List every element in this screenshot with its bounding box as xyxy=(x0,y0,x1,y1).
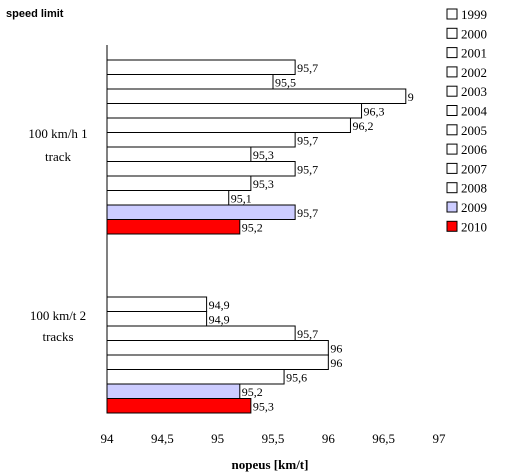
data-label-2-2002: 94,9 xyxy=(209,313,230,327)
data-label-1-2002: 96,3 xyxy=(364,105,385,119)
legend-swatch-2009 xyxy=(446,201,458,213)
legend-label-2003: 2003 xyxy=(461,84,487,99)
legend-swatch-1999 xyxy=(446,8,458,20)
bar-1-2001 xyxy=(106,88,407,104)
x-tick-96,5: 96,5 xyxy=(372,431,395,446)
data-label-1-2001: 9 xyxy=(408,90,414,104)
x-tick-94: 94 xyxy=(101,431,115,446)
bar-2-2004 xyxy=(106,340,329,356)
group-label-2-line-2: tracks xyxy=(42,329,73,344)
bar-1-1999 xyxy=(106,59,296,75)
data-label-2-2006: 95,6 xyxy=(286,371,307,385)
bar-2-2009 xyxy=(106,383,241,399)
legend-swatch-2001 xyxy=(446,47,458,59)
legend: 1999 2000 2001 2002 2003 2004 2005 2006 2007 2008… xyxy=(446,7,488,234)
group-label-2-line-1: 100 km/t 2 xyxy=(30,308,86,323)
group-label-1-line-2: track xyxy=(45,149,71,164)
data-label-1-2004: 95,7 xyxy=(297,134,318,148)
x-tick-96: 96 xyxy=(322,431,336,446)
legend-swatch-2003 xyxy=(446,85,458,97)
data-label-1-1999: 95,7 xyxy=(297,61,318,75)
data-label-1-2010: 95,2 xyxy=(242,221,263,235)
data-label-1-2000: 95,5 xyxy=(275,76,296,90)
bar-1-2010 xyxy=(106,219,241,235)
bar-2-2006 xyxy=(106,369,285,385)
bars-layer xyxy=(106,59,407,414)
data-label-2-2009: 95,2 xyxy=(242,385,263,399)
bar-1-2006 xyxy=(106,161,296,177)
bar-2-2001 xyxy=(106,296,208,312)
data-label-2-2001: 94,9 xyxy=(209,298,230,312)
legend-label-2004: 2004 xyxy=(461,104,488,119)
x-axis-ticks: 94 94,5 95 95,5 96 96,5 97 xyxy=(101,431,447,446)
legend-swatch-2000 xyxy=(446,27,458,39)
data-label-1-2006: 95,7 xyxy=(297,163,318,177)
legend-swatch-2002 xyxy=(446,66,458,78)
data-label-2-2003: 95,7 xyxy=(297,327,318,341)
x-tick-95,5: 95,5 xyxy=(262,431,285,446)
legend-label-1999: 1999 xyxy=(461,7,487,22)
legend-label-2007: 2007 xyxy=(461,161,488,176)
x-tick-97: 97 xyxy=(433,431,447,446)
legend-swatch-2005 xyxy=(446,124,458,136)
x-axis-label: nopeus [km/t] xyxy=(232,457,309,472)
legend-label-2005: 2005 xyxy=(461,123,487,138)
bar-1-2004 xyxy=(106,132,296,148)
bar-1-2009 xyxy=(106,204,296,220)
legend-swatch-2006 xyxy=(446,143,458,155)
bar-1-2003 xyxy=(106,117,351,133)
data-label-1-2008: 95,1 xyxy=(231,192,252,206)
x-tick-94,5: 94,5 xyxy=(151,431,174,446)
bar-1-2008 xyxy=(106,190,230,206)
legend-label-2002: 2002 xyxy=(461,65,487,80)
legend-label-2001: 2001 xyxy=(461,46,487,61)
data-label-2-2004: 96 xyxy=(330,342,342,356)
data-label-1-2005: 95,3 xyxy=(253,148,274,162)
legend-label-2000: 2000 xyxy=(461,26,487,41)
bar-2-2010 xyxy=(106,398,252,414)
legend-swatch-2004 xyxy=(446,105,458,116)
legend-label-2010: 2010 xyxy=(461,219,487,234)
chart-title: speed limit xyxy=(6,8,64,20)
bar-2-2002 xyxy=(106,311,208,327)
legend-label-2006: 2006 xyxy=(461,142,488,157)
data-labels-layer: 95,795,5996,396,295,795,395,795,395,195,… xyxy=(209,61,414,414)
x-tick-95: 95 xyxy=(211,431,224,446)
bar-1-2000 xyxy=(106,74,274,90)
group-labels: 100 km/h 1 track 100 km/t 2 tracks xyxy=(28,126,87,344)
bar-1-2005 xyxy=(106,146,252,162)
bar-2-2003 xyxy=(106,325,296,341)
bar-1-2007 xyxy=(106,175,252,191)
data-label-2-2010: 95,3 xyxy=(253,400,274,414)
legend-swatch-2008 xyxy=(446,182,458,194)
legend-label-2009: 2009 xyxy=(461,200,487,215)
bar-2-2005 xyxy=(106,354,329,370)
legend-swatch-2007 xyxy=(446,162,458,174)
bar-1-2002 xyxy=(106,103,363,119)
legend-swatch-2010 xyxy=(446,220,458,232)
legend-label-2008: 2008 xyxy=(461,181,487,196)
data-label-1-2003: 96,2 xyxy=(352,119,373,133)
data-label-1-2007: 95,3 xyxy=(253,177,274,191)
data-label-1-2009: 95,7 xyxy=(297,206,318,220)
group-label-1-line-1: 100 km/h 1 xyxy=(28,126,87,141)
data-label-2-2005: 96 xyxy=(330,356,342,370)
